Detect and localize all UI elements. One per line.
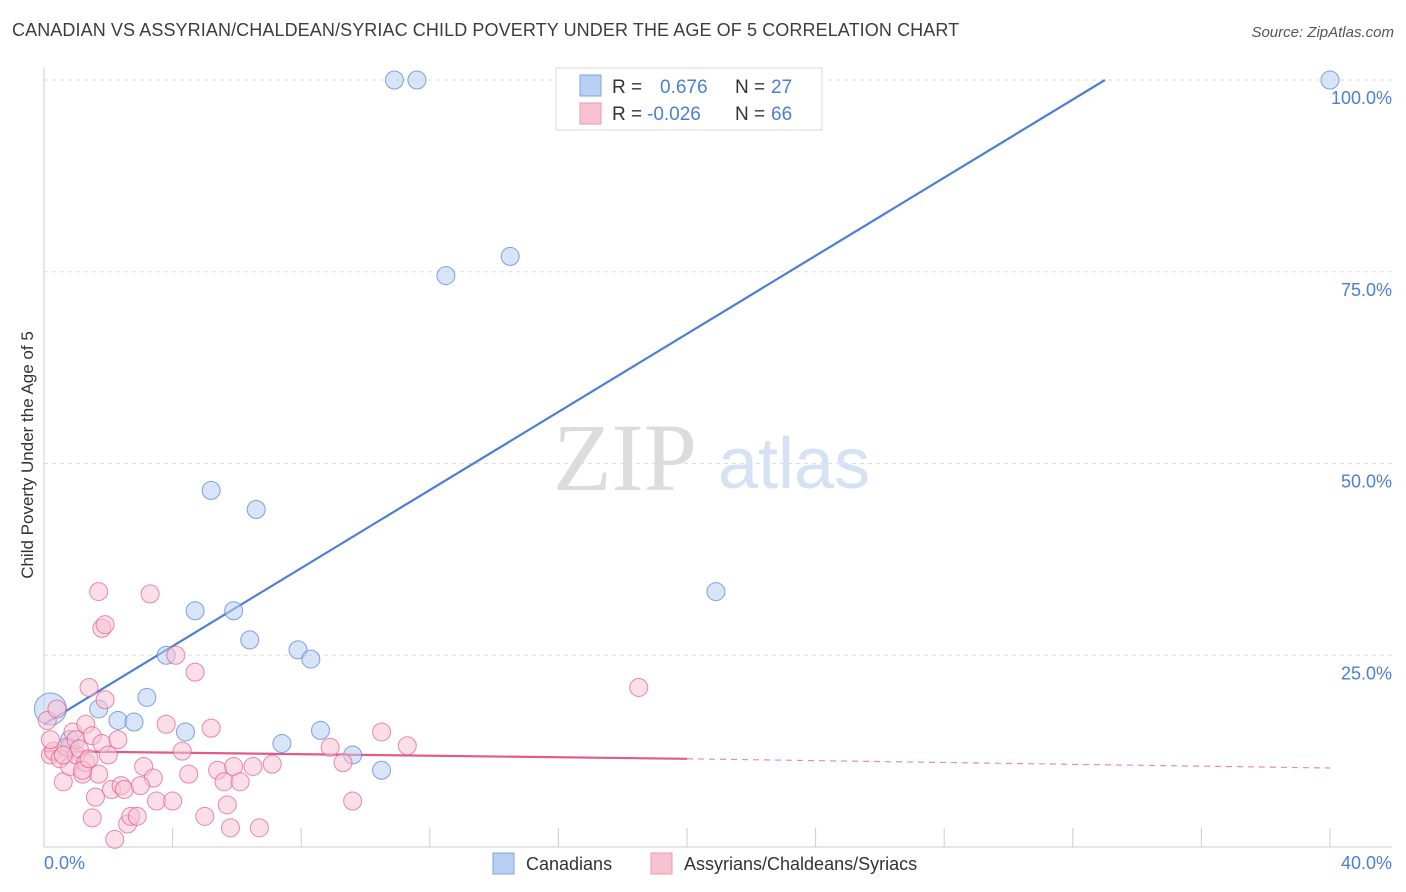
point-series1-29 [114, 779, 134, 799]
stats-legend-swatch-assyrians [579, 102, 602, 125]
trend-lines [43, 79, 1331, 769]
point-series0-12 [246, 500, 266, 520]
point-series0-14 [288, 640, 308, 660]
stats-r-value-1: 0.676 [660, 77, 708, 98]
point-series1-54 [333, 753, 353, 773]
point-series0-5 [137, 687, 157, 707]
point-series0-4 [124, 712, 144, 732]
point-series1-40 [172, 741, 192, 761]
legend-swatch-assyrians [650, 852, 673, 875]
gridlines [44, 79, 1392, 656]
point-series1-64 [53, 745, 73, 765]
bottom-legend: Canadians Assyrians/Chaldeans/Syriacs [492, 852, 917, 875]
legend-swatch-canadians [492, 852, 515, 875]
point-series1-20 [89, 764, 109, 784]
point-series0-7 [175, 722, 195, 742]
tick-labels: 25.0% 50.0% 75.0% 100.0% 0.0% 40.0% [44, 88, 1392, 873]
point-series0-16 [310, 720, 330, 740]
point-series1-19 [89, 582, 109, 602]
point-series1-63 [179, 764, 199, 784]
point-series1-47 [220, 818, 240, 838]
stats-r-value-2: -0.026 [647, 104, 701, 125]
point-series1-39 [166, 645, 186, 665]
stats-n-value-2: 66 [771, 104, 792, 125]
point-series1-37 [156, 714, 176, 734]
point-series1-43 [201, 718, 221, 738]
point-series0-23 [706, 582, 726, 602]
point-series1-56 [372, 722, 392, 742]
point-series1-27 [108, 730, 128, 750]
point-series1-3 [47, 699, 67, 719]
legend-label-assyrians: Assyrians/Chaldeans/Syriacs [684, 854, 917, 874]
y-tick-label-1: 50.0% [1341, 472, 1392, 492]
stats-r-label-1: R = [612, 77, 642, 98]
chart-title: CANADIAN VS ASSYRIAN/CHALDEAN/SYRIAC CHI… [12, 20, 960, 40]
point-series1-18 [85, 787, 105, 807]
point-series1-23 [95, 615, 115, 635]
point-series1-15 [79, 677, 99, 697]
point-series1-57 [397, 736, 417, 756]
watermark-zip: ZIP [553, 404, 697, 511]
point-series0-11 [240, 630, 260, 650]
stats-n-label-2: N = [735, 104, 765, 125]
point-series1-52 [262, 754, 282, 774]
point-series0-13 [272, 733, 292, 753]
trend-line-1 [43, 750, 688, 760]
point-series1-59 [40, 730, 60, 750]
x-tick-label-0: 0.0% [44, 853, 85, 873]
point-series1-46 [217, 795, 237, 815]
point-series0-8 [185, 601, 205, 621]
y-tick-label-3: 100.0% [1331, 88, 1392, 108]
stats-legend: R = 0.676 N = 27 R = -0.026 N = 66 [555, 67, 823, 131]
point-series1-16 [82, 808, 102, 828]
point-series1-61 [98, 745, 118, 765]
point-series1-32 [127, 806, 147, 826]
point-series1-65 [79, 749, 99, 769]
point-series0-18 [372, 760, 392, 780]
trend-line-0 [43, 79, 1106, 726]
point-series0-21 [436, 266, 456, 286]
point-series1-41 [185, 662, 205, 682]
point-series1-24 [95, 690, 115, 710]
stats-n-label-1: N = [735, 77, 765, 98]
y-axis-title: Child Poverty Under the Age of 5 [18, 331, 37, 579]
point-series1-50 [243, 756, 263, 776]
x-tick-label-1: 40.0% [1341, 853, 1392, 873]
watermark: ZIP atlas [553, 404, 870, 511]
point-series0-20 [407, 70, 427, 90]
point-series1-34 [140, 584, 160, 604]
point-series1-62 [130, 776, 150, 796]
data-points [33, 70, 1340, 849]
source-credit: Source: ZipAtlas.com [1251, 24, 1394, 41]
point-series0-15 [301, 649, 321, 669]
watermark-atlas: atlas [718, 424, 870, 504]
point-series0-25 [1320, 70, 1340, 90]
point-series1-45 [214, 772, 234, 792]
point-series1-36 [147, 791, 167, 811]
trend-line-dashed-1 [686, 758, 1331, 769]
point-series0-9 [201, 480, 221, 500]
stats-n-value-1: 27 [771, 77, 792, 98]
point-series1-42 [195, 806, 215, 826]
point-series1-26 [105, 829, 125, 849]
point-series1-55 [343, 791, 363, 811]
point-series1-49 [230, 772, 250, 792]
legend-label-canadians: Canadians [526, 854, 612, 874]
point-series0-22 [500, 246, 520, 266]
point-series0-19 [384, 70, 404, 90]
y-tick-label-2: 75.0% [1341, 280, 1392, 300]
point-series0-10 [224, 601, 244, 621]
axes [43, 68, 1392, 848]
point-series1-51 [249, 818, 269, 838]
stats-r-label-2: R = [612, 104, 642, 125]
point-series1-53 [320, 737, 340, 757]
point-series1-58 [629, 677, 649, 697]
y-tick-label-0: 25.0% [1341, 663, 1392, 683]
point-series1-38 [163, 791, 183, 811]
stats-legend-swatch-canadians [579, 74, 602, 97]
point-series0-3 [108, 710, 128, 730]
